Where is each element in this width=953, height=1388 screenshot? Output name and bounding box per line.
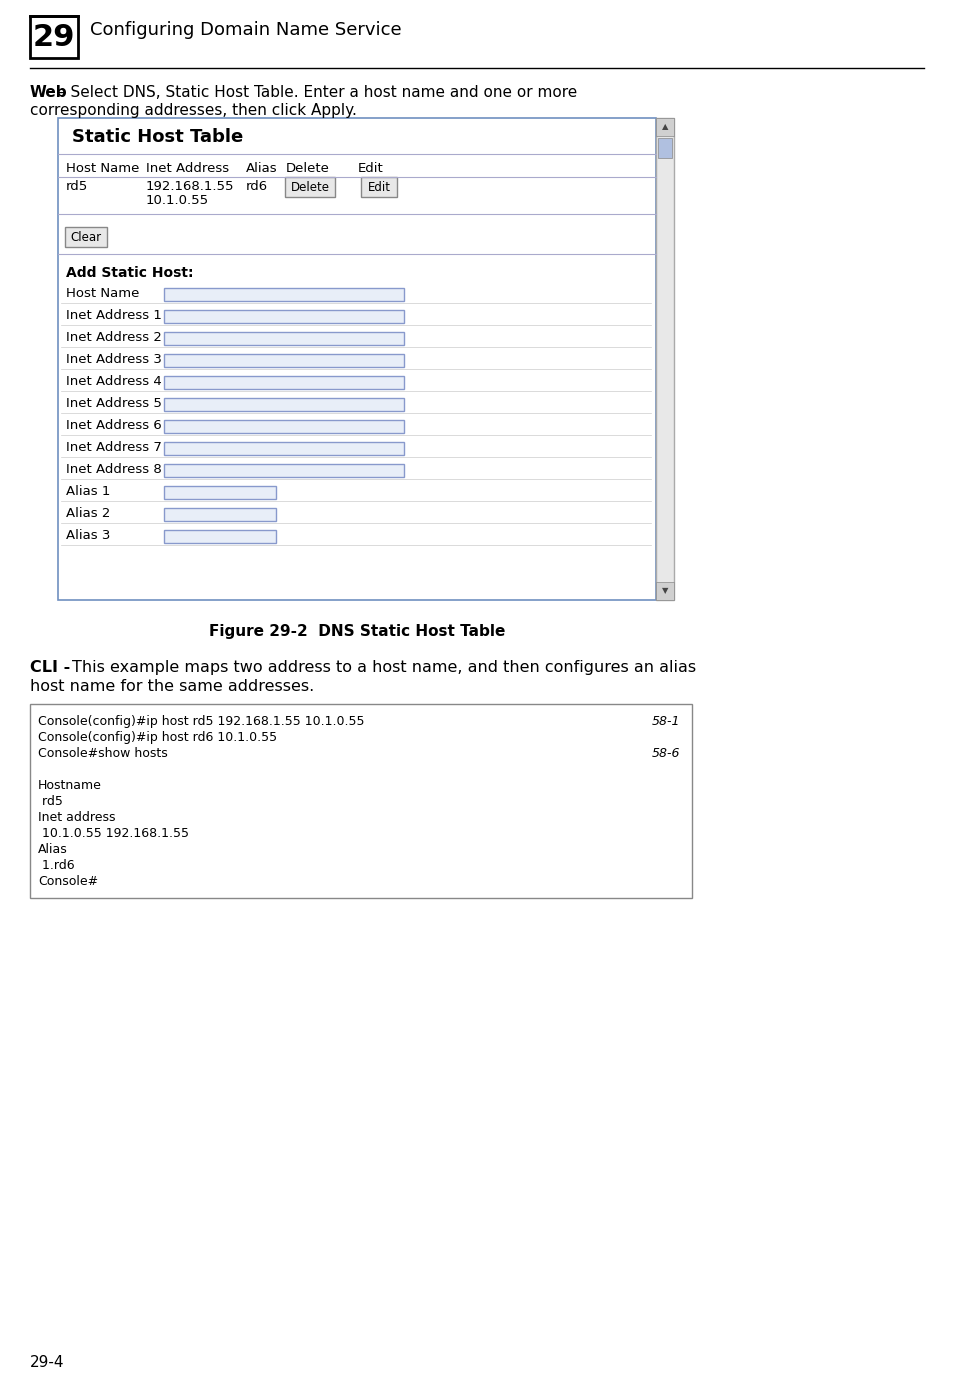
Text: Inet Address 3: Inet Address 3 <box>66 353 162 366</box>
Text: Edit: Edit <box>367 180 390 193</box>
Bar <box>656 582 673 600</box>
Text: 58-1: 58-1 <box>651 715 679 727</box>
Text: Inet Address 5: Inet Address 5 <box>66 397 162 409</box>
Text: Console(config)#ip host rd5 192.168.1.55 10.1.0.55: Console(config)#ip host rd5 192.168.1.55… <box>38 715 364 727</box>
Bar <box>58 118 656 600</box>
Text: 1.rd6: 1.rd6 <box>38 859 74 872</box>
Text: ▲: ▲ <box>661 122 667 132</box>
Text: Add Static Host:: Add Static Host: <box>66 266 193 280</box>
Text: Delete: Delete <box>291 180 329 193</box>
FancyBboxPatch shape <box>360 178 396 197</box>
Text: Delete: Delete <box>286 162 330 175</box>
Text: Console(config)#ip host rd6 10.1.0.55: Console(config)#ip host rd6 10.1.0.55 <box>38 731 276 744</box>
Bar <box>164 376 403 389</box>
Text: ▼: ▼ <box>661 587 667 595</box>
FancyBboxPatch shape <box>285 178 335 197</box>
Bar <box>164 464 403 477</box>
Text: Inet Address: Inet Address <box>146 162 229 175</box>
Text: 29: 29 <box>32 22 75 51</box>
Bar <box>164 441 403 455</box>
Text: This example maps two address to a host name, and then configures an alias: This example maps two address to a host … <box>71 661 696 675</box>
Bar <box>164 398 403 411</box>
Bar <box>164 354 403 366</box>
Text: Alias 2: Alias 2 <box>66 507 111 520</box>
Text: Edit: Edit <box>357 162 383 175</box>
Text: Alias 3: Alias 3 <box>66 529 111 541</box>
Text: corresponding addresses, then click Apply.: corresponding addresses, then click Appl… <box>30 103 356 118</box>
Bar <box>164 530 275 543</box>
Text: Alias 1: Alias 1 <box>66 484 111 498</box>
Bar <box>30 704 691 898</box>
Bar <box>164 421 403 433</box>
Bar <box>164 287 403 301</box>
Text: host name for the same addresses.: host name for the same addresses. <box>30 679 314 694</box>
Text: CLI -: CLI - <box>30 661 71 675</box>
Text: rd5: rd5 <box>38 795 63 808</box>
Bar <box>164 508 275 520</box>
Bar <box>656 118 673 600</box>
Bar <box>658 137 671 158</box>
Bar <box>656 118 673 136</box>
Text: Inet Address 6: Inet Address 6 <box>66 419 162 432</box>
FancyBboxPatch shape <box>65 228 107 247</box>
Text: Host Name: Host Name <box>66 162 139 175</box>
Text: Figure 29-2  DNS Static Host Table: Figure 29-2 DNS Static Host Table <box>209 625 505 638</box>
Text: Web: Web <box>30 85 68 100</box>
Text: 10.1.0.55: 10.1.0.55 <box>146 194 209 207</box>
Text: rd6: rd6 <box>246 180 268 193</box>
Text: Inet Address 8: Inet Address 8 <box>66 464 162 476</box>
Text: Alias: Alias <box>38 843 68 856</box>
Text: Host Name: Host Name <box>66 287 139 300</box>
FancyBboxPatch shape <box>30 17 78 58</box>
Text: Static Host Table: Static Host Table <box>71 128 243 146</box>
Text: Inet Address 2: Inet Address 2 <box>66 330 162 344</box>
Text: – Select DNS, Static Host Table. Enter a host name and one or more: – Select DNS, Static Host Table. Enter a… <box>58 85 577 100</box>
Text: Alias: Alias <box>246 162 277 175</box>
Text: 29-4: 29-4 <box>30 1355 65 1370</box>
Text: 10.1.0.55 192.168.1.55: 10.1.0.55 192.168.1.55 <box>38 827 189 840</box>
Bar <box>164 332 403 346</box>
Text: Inet Address 1: Inet Address 1 <box>66 310 162 322</box>
Text: Configuring Domain Name Service: Configuring Domain Name Service <box>90 21 401 39</box>
Bar <box>164 310 403 323</box>
Text: Console#: Console# <box>38 874 98 888</box>
Text: Clear: Clear <box>71 230 101 243</box>
Text: Inet Address 7: Inet Address 7 <box>66 441 162 454</box>
Bar <box>164 486 275 500</box>
Text: Inet address: Inet address <box>38 811 115 824</box>
Text: 58-6: 58-6 <box>651 747 679 761</box>
Text: 192.168.1.55: 192.168.1.55 <box>146 180 234 193</box>
Text: rd5: rd5 <box>66 180 89 193</box>
Text: Hostname: Hostname <box>38 779 102 793</box>
Text: Inet Address 4: Inet Address 4 <box>66 375 162 389</box>
Text: Console#show hosts: Console#show hosts <box>38 747 168 761</box>
